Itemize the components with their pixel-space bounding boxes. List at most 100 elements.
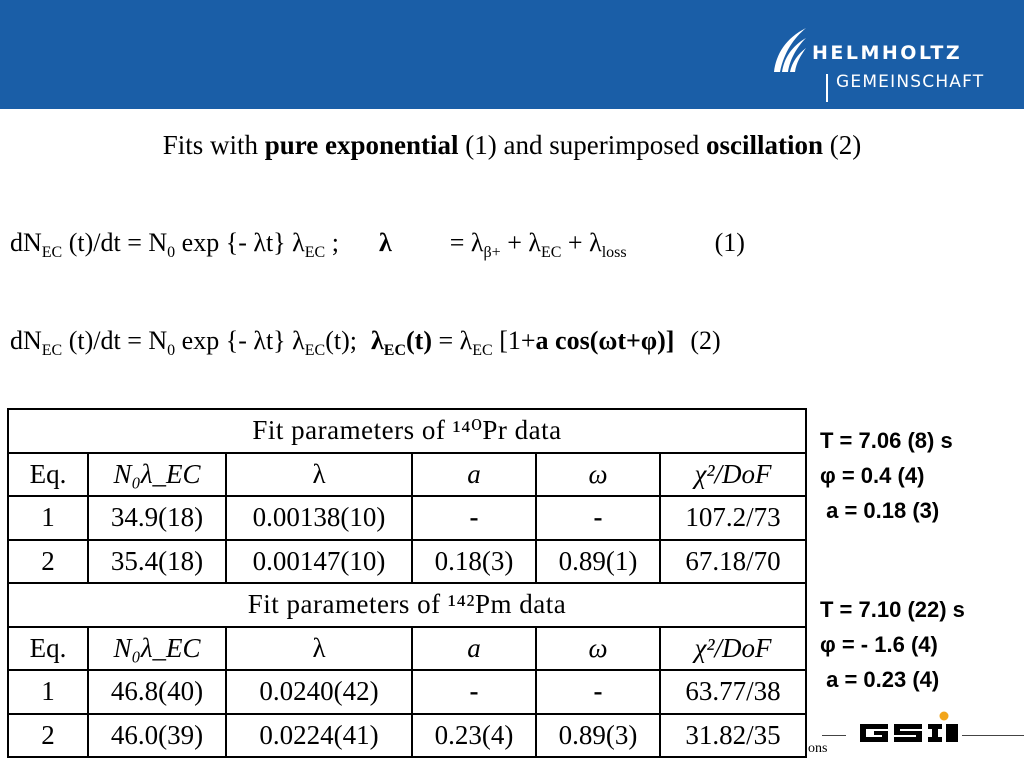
table-header-row: Eq. N₀λ_EC λ a ω χ²/DoF <box>7 451 807 497</box>
slide-title: Fits with pure exponential (1) and super… <box>0 130 1024 161</box>
table-row: 2 35.4(18) 0.00147(10) 0.18(3) 0.89(1) 6… <box>7 538 807 584</box>
table-cell: 0.0224(41) <box>225 712 413 758</box>
param-line: T = 7.10 (22) s <box>820 597 965 622</box>
table-cell: - <box>411 669 537 715</box>
table-cell: 2 <box>7 712 89 758</box>
table-caption-pr: Fit parameters of ¹⁴⁰Pr data <box>7 408 807 454</box>
eq-text: = λ <box>431 326 473 355</box>
equation-number: (2) <box>690 326 721 355</box>
eq-text-bold: a cos(ωt+φ)] <box>535 326 675 355</box>
logo-text-gemeinschaft: GEMEINSCHAFT <box>836 72 985 92</box>
equation-number: (1) <box>714 228 745 257</box>
eq-subscript: EC <box>41 244 63 261</box>
title-part: (1) and superimposed <box>458 130 706 160</box>
eq-text: dN <box>10 326 42 355</box>
footer-text: ons <box>808 741 828 756</box>
table-cell: - <box>535 669 661 715</box>
table-cell: 107.2/73 <box>659 495 807 541</box>
table-row: 2 46.0(39) 0.0224(41) 0.23(4) 0.89(3) 31… <box>7 712 807 758</box>
table-cell: 46.8(40) <box>87 669 227 715</box>
eq-subscript: EC <box>41 342 63 359</box>
eq-subscript: 0 <box>167 244 176 261</box>
eq-text-bold: (t) <box>406 326 432 355</box>
eq-subscript: EC <box>304 244 326 261</box>
table-header: λ <box>225 451 413 497</box>
table-header: χ²/DoF <box>659 451 807 497</box>
helmholtz-logo-icon <box>774 28 806 72</box>
eq-text: + λ <box>500 228 541 257</box>
eq-lambda-bold: λ <box>370 326 384 355</box>
table-header: ω <box>535 451 661 497</box>
eq-text: + λ <box>561 228 602 257</box>
eq-text: (t)/dt = N <box>62 228 168 257</box>
table-cell: - <box>411 495 537 541</box>
eq-subscript: β+ <box>483 244 501 261</box>
table-cell: 0.00138(10) <box>225 495 413 541</box>
eq-text: (t)/dt = N <box>62 326 168 355</box>
eq-subscript: EC <box>304 342 326 359</box>
logo-text-helmholtz: HELMHOLTZ <box>812 42 963 64</box>
param-line: φ = 0.4 (4) <box>820 463 925 488</box>
table-header: Eq. <box>7 625 89 671</box>
table-cell: - <box>535 495 661 541</box>
eq-text: dN <box>10 228 42 257</box>
footer-rule-right <box>962 735 1024 736</box>
table-cell: 46.0(39) <box>87 712 227 758</box>
table-cell: 0.89(1) <box>535 538 661 584</box>
table-cell: 63.77/38 <box>659 669 807 715</box>
eq-subscript: EC <box>383 342 406 359</box>
table-cell: 67.18/70 <box>659 538 807 584</box>
eq-text: (t); <box>325 326 357 355</box>
table-cell: 1 <box>7 495 89 541</box>
gsi-logo-icon <box>860 711 958 742</box>
table-header: Eq. <box>7 451 89 497</box>
equation-1: dNEC (t)/dt = N0 exp {- λt} λEC ; λ = λβ+ … <box>10 228 745 262</box>
param-line: a = 0.23 (4) <box>820 667 940 692</box>
table-header: ω <box>535 625 661 671</box>
fit-parameters-table: Fit parameters of ¹⁴⁰Pr data Eq. N₀λ_EC … <box>7 408 807 758</box>
eq-subscript: EC <box>472 342 493 359</box>
eq-subscript: EC <box>540 244 562 261</box>
eq-subscript: loss <box>601 244 627 261</box>
table-cell: 0.89(3) <box>535 712 661 758</box>
table-header-row: Eq. N₀λ_EC λ a ω χ²/DoF <box>7 625 807 671</box>
table-cell: 0.18(3) <box>411 538 537 584</box>
table-header: N₀λ_EC <box>87 451 227 497</box>
title-part: (2) <box>823 130 862 160</box>
table-row: 1 46.8(40) 0.0240(42) - - 63.77/38 <box>7 669 807 715</box>
title-bold-oscillation: oscillation <box>706 130 824 160</box>
table-cell: 34.9(18) <box>87 495 227 541</box>
pm-fit-results: T = 7.10 (22) s φ = - 1.6 (4) a = 0.23 (4… <box>820 592 965 697</box>
eq-text: exp {- λt} λ <box>175 326 305 355</box>
table-header: λ <box>225 625 413 671</box>
logo-divider <box>826 74 828 102</box>
eq-text: = λ <box>449 228 484 257</box>
eq-lambda-bold: λ <box>378 228 392 257</box>
table-row: 1 34.9(18) 0.00138(10) - - 107.2/73 <box>7 495 807 541</box>
table-header: N₀λ_EC <box>87 625 227 671</box>
pr-fit-results: T = 7.06 (8) s φ = 0.4 (4) a = 0.18 (3) <box>820 423 953 528</box>
table-cell: 31.82/35 <box>659 712 807 758</box>
equation-2: dNEC (t)/dt = N0 exp {- λt} λEC(t); λEC(t… <box>10 326 721 360</box>
table-cell: 0.00147(10) <box>225 538 413 584</box>
title-bold-pure-exponential: pure exponential <box>264 130 459 160</box>
table-cell: 0.23(4) <box>411 712 537 758</box>
param-line: a = 0.18 (3) <box>820 498 940 523</box>
table-header: a <box>411 451 537 497</box>
param-line: φ = - 1.6 (4) <box>820 632 938 657</box>
table-header: a <box>411 625 537 671</box>
eq-text: [1+ <box>492 326 536 355</box>
table-cell: 0.0240(42) <box>225 669 413 715</box>
table-header: χ²/DoF <box>659 625 807 671</box>
table-caption-row: Fit parameters of ¹⁴²Pm data <box>7 582 807 628</box>
param-line: T = 7.06 (8) s <box>820 428 953 453</box>
footer-rule-left <box>822 735 846 736</box>
eq-text: exp {- λt} λ <box>175 228 305 257</box>
eq-text: ; <box>325 228 339 257</box>
table-cell: 1 <box>7 669 89 715</box>
table-cell: 2 <box>7 538 89 584</box>
table-caption-pm: Fit parameters of ¹⁴²Pm data <box>7 582 807 628</box>
eq-subscript: 0 <box>167 342 176 359</box>
table-caption-row: Fit parameters of ¹⁴⁰Pr data <box>7 408 807 454</box>
header-bar: HELMHOLTZ GEMEINSCHAFT <box>0 0 1024 109</box>
